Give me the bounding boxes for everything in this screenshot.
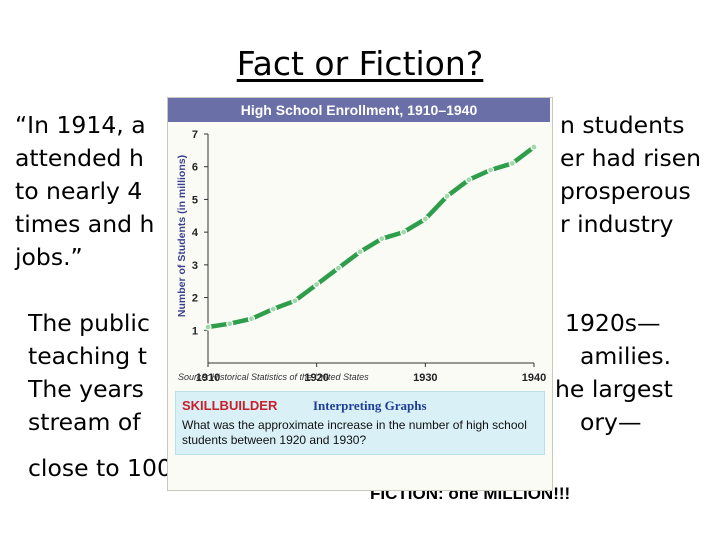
y-tick-labels: 1 2 3 4 5 6 7 (192, 129, 208, 337)
body-line: 1920s— (565, 309, 661, 337)
x-tick-label: 1940 (522, 372, 546, 384)
skill-question: What was the approximate increase in the… (182, 418, 527, 447)
body-line: teaching t (28, 342, 147, 370)
data-point (247, 315, 256, 323)
data-point (378, 235, 386, 243)
quote-line: to nearly 4 (15, 177, 143, 205)
data-point (530, 143, 538, 151)
data-point (465, 176, 473, 184)
body-line: stream of (28, 408, 141, 436)
x-tick-label: 1920 (304, 372, 328, 384)
data-point (334, 264, 342, 272)
enrollment-figure: High School Enrollment, 1910–1940 Number… (167, 97, 553, 491)
body-line: The public (28, 309, 150, 337)
data-point (204, 323, 212, 331)
skillbuilder-label: SKILLBUILDER (182, 398, 278, 413)
body-line: he largest (555, 375, 673, 403)
y-tick-label: 2 (192, 293, 198, 305)
data-point (226, 320, 234, 328)
body-line: amilies. (580, 342, 672, 370)
y-tick-label: 6 (192, 162, 198, 174)
quote-line: times and h (15, 210, 155, 238)
enrollment-line-chart: Number of Students (in millions) 1 2 3 4 5 6 7… (176, 129, 546, 384)
y-tick-label: 4 (192, 227, 199, 239)
y-axis-label: Number of Students (in millions) (176, 155, 188, 317)
data-point (313, 280, 321, 289)
data-point (291, 297, 299, 305)
enrollment-points (204, 143, 538, 331)
y-tick-label: 7 (192, 129, 198, 141)
figure-source: Source: Historical Statistics of the Uni… (178, 372, 369, 382)
quote-line: attended h (15, 144, 144, 172)
data-point (356, 248, 364, 256)
data-point (269, 305, 277, 313)
enrollment-series-line (205, 144, 537, 330)
figure-title: High School Enrollment, 1910–1940 (168, 98, 550, 122)
skill-name: Interpreting Graphs (313, 398, 427, 413)
body-line: The years (28, 375, 144, 403)
y-tick-label: 5 (192, 194, 198, 206)
body-line: ory— (580, 408, 642, 436)
skillbuilder-box: SKILLBUILDER Interpreting Graphs What wa… (175, 391, 545, 455)
x-tick-label: 1910 (196, 372, 220, 384)
quote-line: r industry (560, 210, 674, 238)
data-point (400, 228, 408, 236)
x-tick-label: 1930 (413, 372, 437, 384)
quote-line: prosperous (560, 177, 691, 205)
data-point (421, 215, 429, 223)
chart-axes (207, 134, 534, 364)
quote-line: “In 1914, a (15, 111, 146, 139)
quote-line: er had risen (560, 144, 702, 172)
data-point (443, 192, 451, 200)
slide-title: Fact or Fiction? (236, 44, 484, 83)
quote-line: n students (560, 111, 685, 139)
data-point (486, 166, 495, 174)
data-point (508, 159, 516, 168)
x-tick-labels: 1910 1920 1930 1940 (196, 363, 546, 384)
y-tick-label: 3 (192, 260, 198, 272)
y-tick-label: 1 (192, 325, 198, 337)
quote-line: jobs.” (15, 243, 83, 271)
